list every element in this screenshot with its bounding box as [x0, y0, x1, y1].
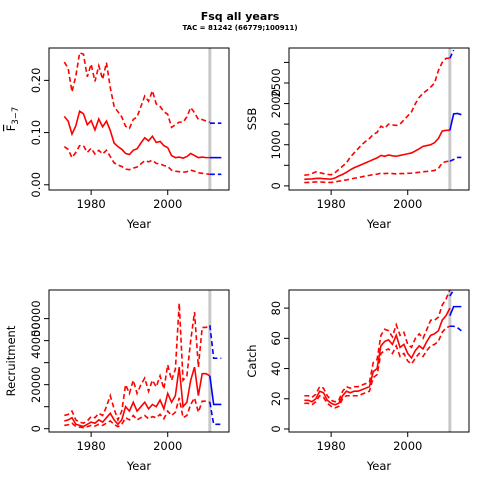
y-tick-label: 0.00 [29, 172, 43, 198]
y-tick-label: 0 [269, 425, 283, 432]
plot-frame [48, 289, 230, 433]
y-tick-label: 2000 [269, 89, 283, 118]
series-historic-dashed-line [63, 144, 210, 176]
series-group [304, 49, 462, 184]
y-tick-label: 1000 [269, 130, 283, 159]
x-axis-label: Year [126, 459, 152, 473]
series-forecast-dashed-line [209, 402, 222, 426]
y-tick-label: 2500 [269, 68, 283, 97]
x-tick-label: 1980 [76, 439, 105, 453]
x-tick-label: 2000 [153, 197, 182, 211]
series-forecast-dashed-line [449, 156, 462, 162]
series-forecast-solid-line [209, 375, 222, 406]
series-historic-dashed-line [64, 303, 211, 425]
series-forecast-dashed-line [449, 290, 455, 297]
plot-frame [288, 47, 470, 191]
series-forecast-solid-line [449, 305, 462, 316]
x-tick-label: 1980 [76, 197, 105, 211]
series-forecast-dashed-line [449, 49, 455, 59]
figure-title: Fsq all years [201, 10, 280, 23]
series-historic-dashed-line [304, 325, 451, 409]
series-historic-dashed-line [64, 395, 211, 429]
series-historic-solid-line [64, 366, 211, 428]
figure-subtitle: TAC = 81242 (66779;100911) [182, 24, 297, 32]
y-axis-label: F3−7 [4, 107, 21, 132]
y-tick-label: 20000 [29, 366, 43, 403]
series-forecast-dashed-line [209, 325, 222, 360]
plot-frame [48, 47, 230, 191]
x-axis-label: Year [366, 217, 392, 231]
y-axis: 0.00 0.10 0.20 F3−7 [4, 68, 49, 198]
y-tick-label: 50000 [29, 300, 43, 337]
series-forecast-solid-line [449, 112, 462, 131]
y-axis: 0 20 40 60 80 Catch [245, 301, 289, 433]
series-historic-dashed-line [304, 57, 450, 176]
y-tick-label: 0 [269, 182, 283, 189]
y-axis-label: Catch [245, 344, 259, 377]
series-historic-solid-line [304, 307, 451, 406]
x-tick-label: 2000 [393, 439, 422, 453]
y-tick-label: 0 [29, 425, 43, 432]
series-historic-solid-line [63, 109, 210, 159]
y-tick-label: 40000 [29, 322, 43, 359]
series-group [63, 51, 222, 176]
x-tick-label: 2000 [153, 439, 182, 453]
y-axis-label: Recruitment [4, 325, 18, 396]
y-tick-label: 20 [269, 391, 283, 406]
series-historic-solid-line [304, 129, 450, 181]
x-axis-label: Year [126, 217, 152, 231]
x-tick-label: 1980 [316, 197, 345, 211]
series-group [304, 290, 462, 409]
x-tick-label: 2000 [393, 197, 422, 211]
y-tick-label: 0.20 [29, 68, 43, 94]
series-forecast-dashed-line [449, 325, 462, 332]
y-tick-label: 40 [269, 361, 283, 376]
x-tick-label: 1980 [316, 439, 345, 453]
y-axis-label: SSB [245, 108, 259, 131]
x-axis-label: Year [366, 459, 392, 473]
series-historic-dashed-line [63, 51, 211, 130]
y-tick-label: 80 [269, 301, 283, 316]
plot-frame [288, 289, 470, 433]
y-tick-label: 60 [269, 331, 283, 346]
series-historic-dashed-line [304, 290, 451, 403]
y-tick-label: 0.10 [29, 120, 43, 146]
series-historic-dashed-line [304, 160, 450, 184]
series-group [64, 303, 222, 429]
